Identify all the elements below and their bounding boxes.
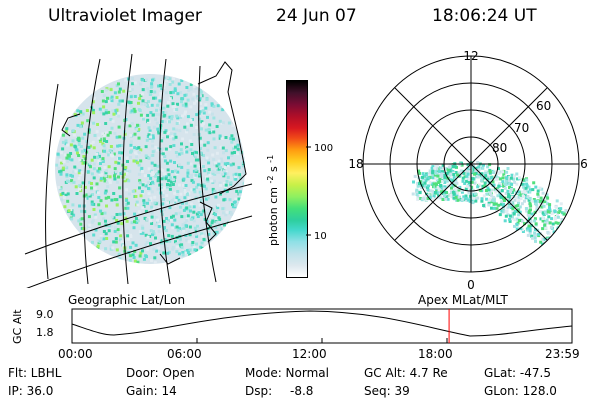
apex-polar-panel: 12 18 6 0 60 70 80 [348,49,588,290]
geo-latlon-grid [24,53,253,288]
time-label: 18:06:24 UT [432,6,537,26]
lat-label-60: 60 [536,99,551,113]
colorbar-strip [286,80,308,278]
mlt-label-0: 0 [467,278,475,290]
glat-info: GLat: -47.5 [484,366,551,380]
altitude-timeline: GC Alt 9.0 1.8 00:00 06:00 12:00 18:00 2… [11,308,580,361]
gain-info: Gain: 14 [126,384,177,398]
lat-label-80: 80 [492,141,507,155]
geo-emission-speckle [55,76,245,264]
timeline-tick-2359: 23:59 [545,347,580,361]
colorbar-tick-10: 10 [314,231,327,242]
timeline-tick-0000: 00:00 [58,347,93,361]
timeline-ymin: 1.8 [36,326,54,339]
altitude-curve [71,310,573,337]
dsp-label: Dsp: [245,384,273,398]
coastline-outline [61,61,247,265]
geographic-image-panel [24,53,253,288]
mlt-label-18: 18 [348,157,363,171]
timeline-tick-1200: 12:00 [292,347,327,361]
dsp-value: -8.8 [290,384,314,398]
lat-label-70: 70 [514,121,529,135]
seq-info: Seq: 39 [364,384,410,398]
svg-text:photon cm -2 s -1: photon cm -2 s -1 [263,155,280,246]
timeline-ymax: 9.0 [36,308,54,321]
mode-info: Mode: Normal [245,366,329,380]
polar-grid [362,55,580,273]
mlt-label-12: 12 [463,49,478,63]
glon-info: GLon: 128.0 [484,384,557,398]
instrument-title: Ultraviolet Imager [48,6,202,26]
colorbar-unit-label: photon cm -2 s -1 [263,155,280,246]
gc-alt-info: GC Alt: 4.7 Re [364,366,448,380]
timeline-tick-1800: 18:00 [418,347,453,361]
geographic-caption: Geographic Lat/Lon [68,293,186,307]
door-info: Door: Open [126,366,195,380]
timeline-tick-0600: 06:00 [167,347,202,361]
ip-info: IP: 36.0 [8,384,54,398]
filter-info: Flt: LBHL [8,366,62,380]
polar-emission-speckle [411,161,575,268]
colorbar-tick-100: 100 [314,143,333,154]
date-label: 24 Jun 07 [276,6,357,26]
timeline-y-label: GC Alt [11,309,24,344]
timeline-ticks [71,338,573,343]
colorbar-ticks: 100 10 [306,143,333,242]
apex-caption: Apex MLat/MLT [418,293,508,307]
timeline-frame [71,308,573,344]
mlt-label-6: 6 [580,157,588,171]
